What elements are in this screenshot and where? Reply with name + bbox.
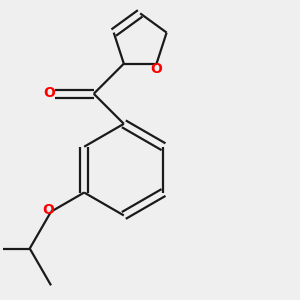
Text: O: O (44, 86, 56, 100)
Text: O: O (151, 61, 163, 76)
Text: O: O (42, 203, 54, 217)
